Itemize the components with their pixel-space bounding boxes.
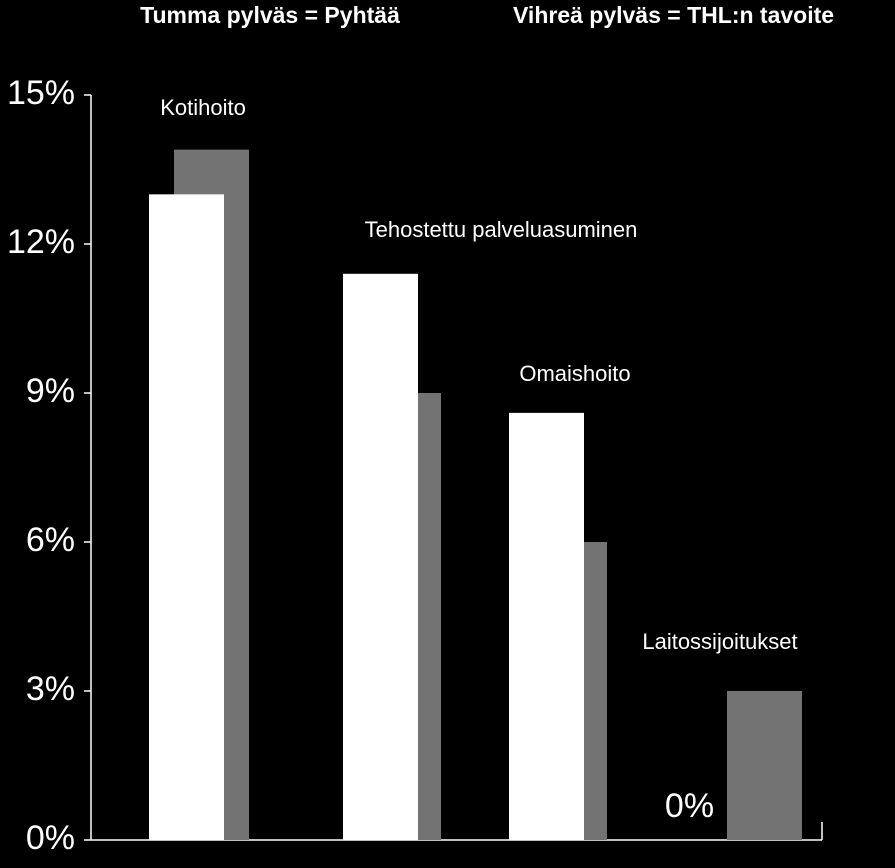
bar [149,194,224,841]
legend-entry: Vihreä pylväs = THL:n tavoite [513,2,834,28]
category-label: Tehostettu palveluasuminen [365,217,638,242]
value-label: 0% [665,787,714,825]
y-tick-label: 3% [26,670,75,708]
y-tick-label: 12% [7,223,75,261]
bar [509,412,584,840]
y-tick-label: 15% [7,74,75,112]
legend-entry: Tumma pylväs = Pyhtää [140,2,400,28]
y-tick-label: 0% [26,819,75,857]
category-label: Kotihoito [160,95,246,120]
y-tick-label: 9% [26,372,75,410]
bar [727,691,802,840]
category-label: Omaishoito [519,361,630,386]
y-tick-label: 6% [26,521,75,559]
category-label: Laitossijoitukset [642,629,797,654]
bar [343,273,418,840]
